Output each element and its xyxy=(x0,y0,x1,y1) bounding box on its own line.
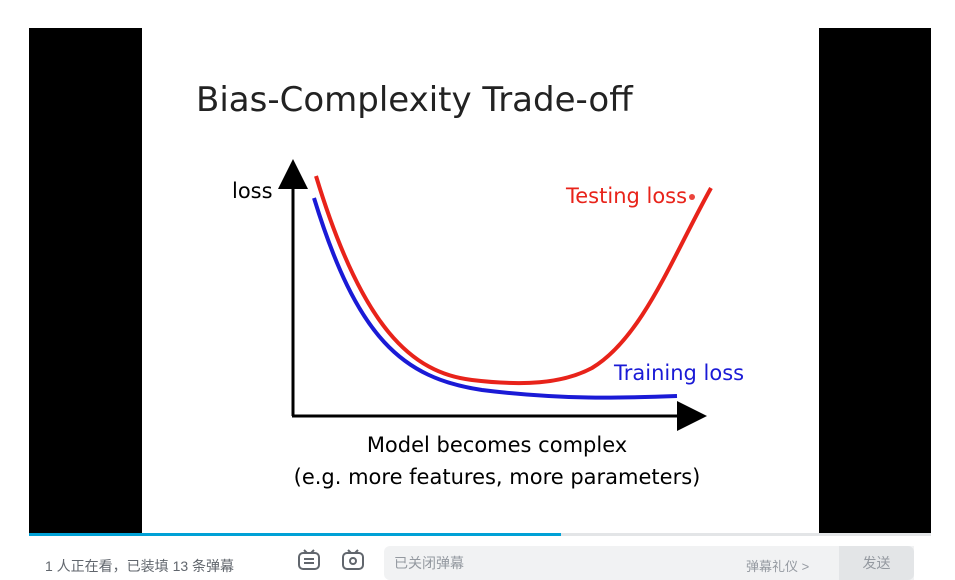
danmaku-settings-icon[interactable] xyxy=(341,548,365,572)
video-progress-bar[interactable] xyxy=(29,533,931,536)
cursor-dot xyxy=(689,194,695,200)
danmaku-input-wrapper: 弹幕礼仪 > 发送 xyxy=(384,546,914,580)
slide: Bias-Complexity Trade-off loss Testing l… xyxy=(142,28,819,533)
danmaku-input[interactable] xyxy=(394,555,724,571)
danmaku-bar: 1 人正在看，已装填 13 条弹幕 弹幕礼仪 > 发送 xyxy=(29,536,931,580)
video-progress-fill xyxy=(29,533,562,536)
slide-title: Bias-Complexity Trade-off xyxy=(196,80,633,120)
training-loss-label: Training loss xyxy=(613,361,744,385)
x-axis-caption-line1: Model becomes complex xyxy=(367,433,627,457)
testing-loss-curve xyxy=(314,175,713,386)
testing-loss-label: Testing loss xyxy=(565,184,687,208)
viewer-status: 1 人正在看，已装填 13 条弹幕 xyxy=(45,558,235,574)
video-player[interactable]: Bias-Complexity Trade-off loss Testing l… xyxy=(29,28,931,535)
x-axis-caption-line2: (e.g. more features, more parameters) xyxy=(294,465,701,489)
training-loss-curve xyxy=(312,197,678,400)
send-button[interactable]: 发送 xyxy=(839,546,914,580)
loss-chart: loss Testing loss Training loss Model be… xyxy=(232,159,744,489)
y-axis-label: loss xyxy=(232,179,273,203)
danmaku-etiquette-link[interactable]: 弹幕礼仪 > xyxy=(746,559,810,574)
danmaku-toggle-icon[interactable] xyxy=(297,548,321,572)
